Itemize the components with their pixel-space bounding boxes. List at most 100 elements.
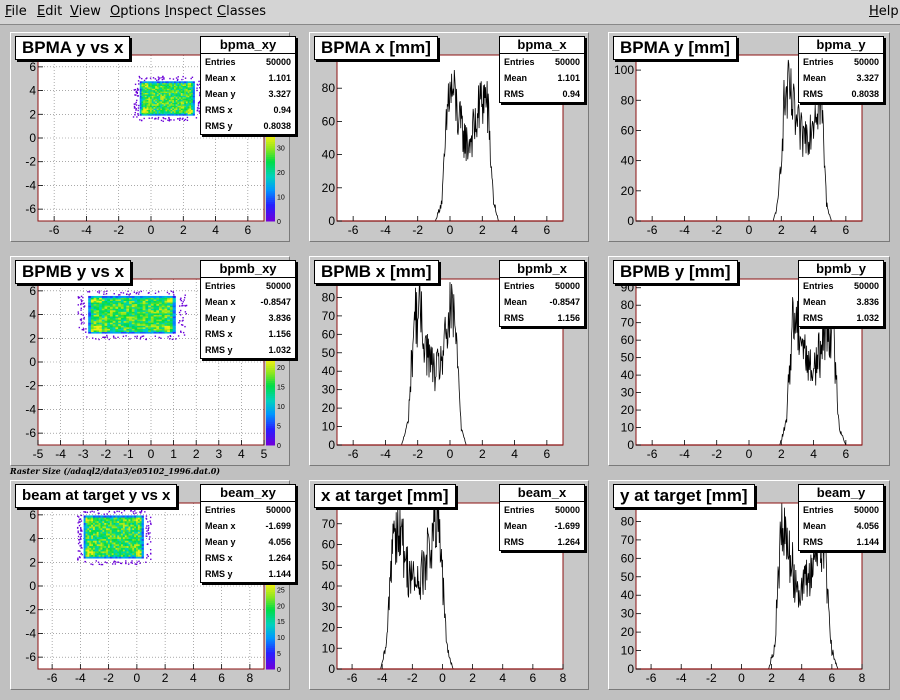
heatmap-cell bbox=[139, 317, 144, 320]
menu-view[interactable]: View bbox=[70, 4, 101, 19]
heatmap-cell bbox=[100, 517, 103, 520]
palette-cell bbox=[266, 610, 275, 614]
heatmap-cell bbox=[117, 540, 120, 543]
heatmap-cell bbox=[162, 113, 165, 116]
heatmap-point bbox=[147, 543, 149, 545]
y-tick-label: 20 bbox=[322, 621, 336, 635]
heatmap-cell bbox=[134, 319, 138, 322]
heatmap-cell bbox=[167, 303, 171, 306]
heatmap-cell bbox=[170, 89, 173, 92]
heatmap-cell bbox=[118, 299, 122, 302]
heatmap-point bbox=[135, 563, 138, 566]
heatmap-cell bbox=[148, 303, 152, 306]
pad-bpmb-y[interactable]: -6 -4 -2 0 2 4 6 0 10 20 30 40 50 60 70 80 90 BPMB y [mm… bbox=[608, 256, 890, 466]
palette-cell bbox=[266, 587, 275, 590]
palette-cell bbox=[266, 199, 275, 203]
heatmap-cell bbox=[162, 81, 165, 84]
pad-bpma-xy[interactable]: 0 10 20 30 -6 -4 -2 0 2 4 6 -6 -4 -2 0 2 4 6 BPMA y vs x … bbox=[10, 32, 296, 242]
y-tick-label: 40 bbox=[322, 148, 336, 162]
heatmap-cell bbox=[104, 314, 108, 317]
heatmap-point bbox=[141, 77, 143, 80]
heatmap-cell bbox=[126, 540, 129, 543]
heatmap-cell bbox=[169, 299, 174, 302]
menu-classes[interactable]: Classes bbox=[217, 4, 266, 19]
heatmap-cell bbox=[179, 112, 182, 115]
heatmap-cell bbox=[134, 517, 137, 520]
heatmap-point bbox=[134, 510, 136, 512]
menu-options[interactable]: Options bbox=[110, 4, 161, 19]
heatmap-point bbox=[146, 530, 148, 532]
heatmap-cell bbox=[124, 552, 128, 555]
heatmap-cell bbox=[151, 86, 154, 89]
heatmap-cell bbox=[156, 302, 160, 305]
heatmap-cell bbox=[96, 540, 100, 543]
heatmap-cell bbox=[165, 99, 168, 102]
heatmap-cell bbox=[96, 317, 100, 320]
heatmap-point bbox=[90, 563, 92, 565]
pad-bpma-y[interactable]: -6 -4 -2 0 2 4 6 0 20 40 60 80 100 BPMA y [mm] bpma_… bbox=[608, 32, 890, 242]
menu-help[interactable]: Help bbox=[869, 4, 899, 19]
heatmap-cell bbox=[189, 105, 192, 108]
heatmap-cell bbox=[85, 522, 88, 525]
heatmap-point bbox=[112, 335, 115, 337]
palette-tick-label: 20 bbox=[277, 603, 285, 610]
heatmap-point bbox=[85, 328, 87, 330]
heatmap-cell bbox=[87, 522, 90, 525]
heatmap-point bbox=[176, 79, 179, 81]
heatmap-cell bbox=[129, 326, 133, 329]
heatmap-cell bbox=[162, 92, 165, 95]
heatmap-cell bbox=[153, 85, 156, 88]
heatmap-cell bbox=[141, 105, 144, 108]
heatmap-cell bbox=[128, 527, 131, 531]
heatmap-cell bbox=[137, 535, 141, 538]
heatmap-point bbox=[97, 509, 99, 512]
heatmap-cell bbox=[132, 529, 135, 532]
stats-row: Entries 50000 bbox=[201, 54, 295, 70]
x-tick-label: 6 bbox=[544, 447, 551, 461]
heatmap-cell bbox=[118, 314, 122, 317]
pad-beam-y[interactable]: -6-4-2024680102030405060708090 y at targ… bbox=[608, 480, 890, 690]
heatmap-cell bbox=[151, 111, 154, 113]
heatmap-cell bbox=[88, 308, 92, 311]
heatmap-cell bbox=[180, 105, 183, 108]
heatmap-cell bbox=[99, 303, 103, 306]
heatmap-cell bbox=[131, 323, 135, 326]
palette-cell bbox=[266, 634, 275, 638]
heatmap-cell bbox=[180, 112, 183, 115]
menu-file[interactable]: File bbox=[5, 4, 27, 19]
heatmap-cell bbox=[126, 527, 129, 531]
heatmap-cell bbox=[104, 317, 108, 320]
heatmap-cell bbox=[132, 531, 135, 534]
menu-inspect[interactable]: Inspect bbox=[165, 4, 213, 19]
pad-beam-xy[interactable]: 0 5 10 15 20 25 -6 -4 -2 0 2 4 6 8 -6 -4 -2 0 2 4 6 beam at … bbox=[10, 480, 296, 690]
stats-label: RMS y bbox=[205, 569, 233, 579]
heatmap-point bbox=[95, 338, 97, 340]
heatmap-cell bbox=[153, 314, 157, 317]
heatmap-cell bbox=[109, 330, 114, 333]
heatmap-point bbox=[181, 324, 184, 326]
heatmap-cell bbox=[93, 299, 97, 302]
heatmap-cell bbox=[124, 519, 128, 522]
menu-edit[interactable]: Edit bbox=[37, 4, 63, 19]
stats-label: RMS y bbox=[205, 121, 233, 131]
heatmap-cell bbox=[113, 524, 116, 527]
y-tick-label: 40 bbox=[322, 579, 336, 593]
pad-bpmb-xy[interactable]: 0 5 10 15 20 -5 -4 -3 -2 -1 0 1 2 3 4 5 -6 -4 -2 0 2 4 6 BPMB … bbox=[10, 256, 296, 466]
heatmap-cell bbox=[120, 309, 125, 312]
heatmap-cell bbox=[96, 319, 100, 322]
heatmap-cell bbox=[130, 531, 133, 534]
heatmap-cell bbox=[87, 554, 90, 557]
heatmap-point bbox=[103, 513, 105, 515]
heatmap-point bbox=[77, 297, 80, 299]
palette-cell bbox=[266, 397, 275, 401]
heatmap-cell bbox=[156, 306, 160, 309]
palette-tick-label: 30 bbox=[277, 145, 285, 152]
heatmap-cell bbox=[159, 316, 163, 319]
heatmap-cell bbox=[109, 302, 114, 305]
heatmap-cell bbox=[123, 328, 127, 331]
heatmap-point bbox=[130, 510, 132, 512]
heatmap-point bbox=[125, 293, 128, 296]
